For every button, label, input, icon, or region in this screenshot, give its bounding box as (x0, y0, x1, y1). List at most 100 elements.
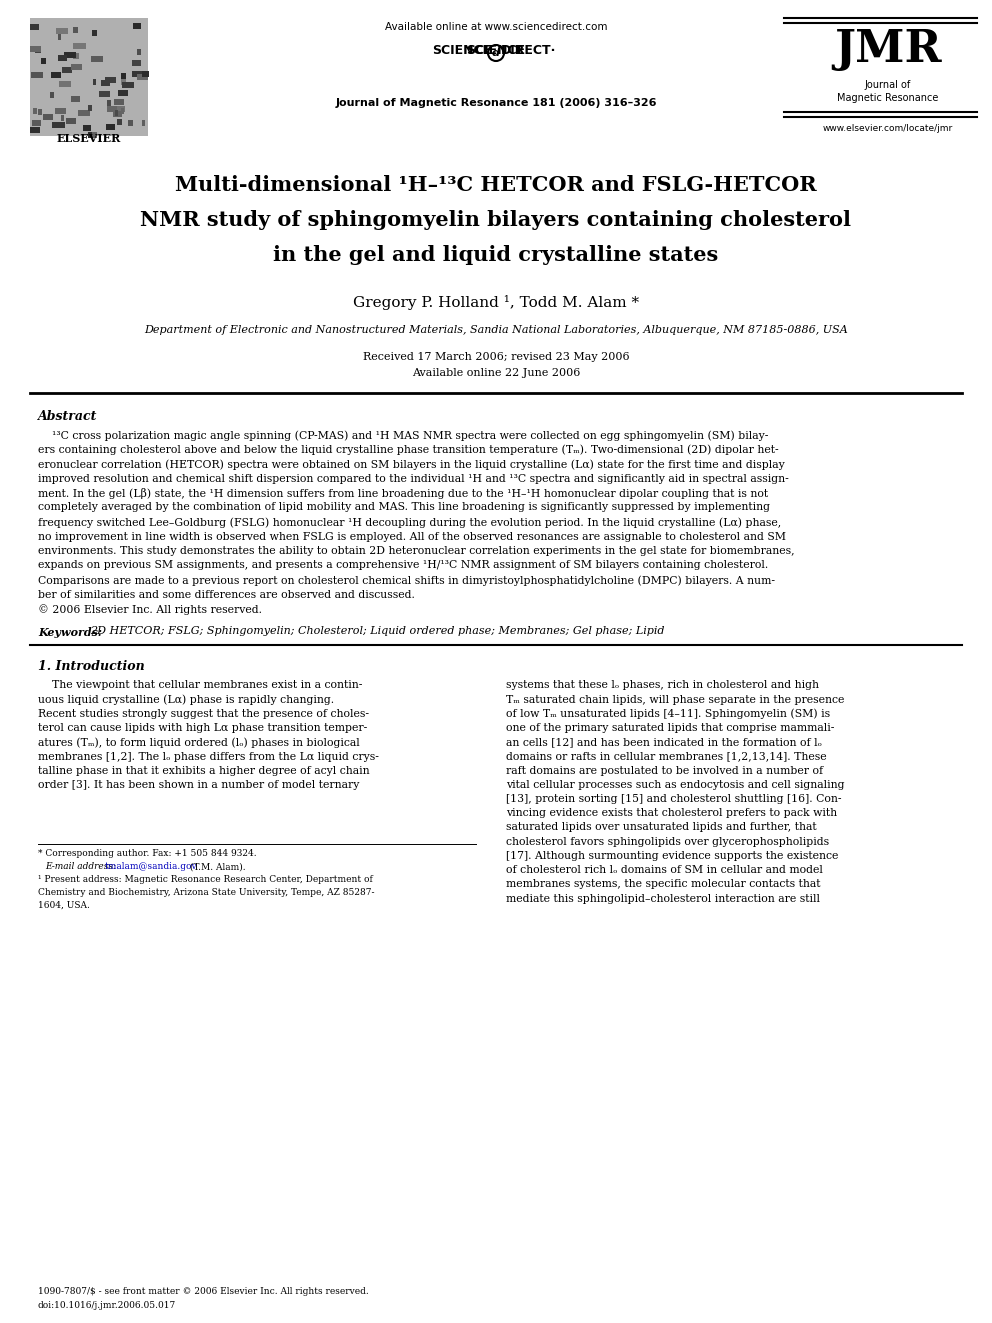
Text: environments. This study demonstrates the ability to obtain 2D heteronuclear cor: environments. This study demonstrates th… (38, 546, 795, 556)
Bar (101, 79, 110, 86)
Text: tmalam@sandia.gov: tmalam@sandia.gov (105, 863, 197, 871)
Text: doi:10.1016/j.jmr.2006.05.017: doi:10.1016/j.jmr.2006.05.017 (38, 1301, 177, 1310)
Text: cholesterol favors sphingolipids over glycerophospholipids: cholesterol favors sphingolipids over gl… (506, 836, 829, 847)
Bar (35, 48, 41, 53)
Bar (137, 74, 148, 79)
Bar (142, 120, 145, 126)
Bar (64, 52, 76, 58)
Text: raft domains are postulated to be involved in a number of: raft domains are postulated to be involv… (506, 766, 823, 775)
Bar (88, 105, 92, 111)
Bar (107, 101, 111, 106)
Text: d: d (492, 48, 500, 58)
Text: SCIENCE: SCIENCE (466, 44, 526, 57)
Text: in the gel and liquid crystalline states: in the gel and liquid crystalline states (274, 245, 718, 265)
Bar (132, 60, 141, 66)
Text: expands on previous SM assignments, and presents a comprehensive ¹H/¹³C NMR assi: expands on previous SM assignments, and … (38, 561, 768, 570)
Text: www.elsevier.com/locate/jmr: www.elsevier.com/locate/jmr (822, 124, 953, 134)
Text: improved resolution and chemical shift dispersion compared to the individual ¹H : improved resolution and chemical shift d… (38, 474, 789, 483)
Text: Comparisons are made to a previous report on cholesterol chemical shifts in dimy: Comparisons are made to a previous repor… (38, 576, 775, 586)
Bar (99, 91, 110, 97)
Text: Chemistry and Biochemistry, Arizona State University, Tempe, AZ 85287-: Chemistry and Biochemistry, Arizona Stat… (38, 888, 375, 897)
Bar (30, 19, 148, 136)
Bar (105, 77, 116, 83)
Bar (56, 28, 68, 34)
Text: JMR: JMR (834, 28, 941, 71)
Text: Journal of Magnetic Resonance 181 (2006) 316–326: Journal of Magnetic Resonance 181 (2006)… (335, 98, 657, 108)
Text: (T.M. Alam).: (T.M. Alam). (187, 863, 246, 871)
Text: DIRECT·: DIRECT· (501, 44, 557, 57)
Text: 1604, USA.: 1604, USA. (38, 901, 90, 910)
Bar (62, 67, 72, 73)
Bar (51, 71, 61, 78)
Bar (38, 108, 42, 115)
Text: ment. In the gel (Lβ) state, the ¹H dimension suffers from line broadening due t: ment. In the gel (Lβ) state, the ¹H dime… (38, 488, 768, 499)
Text: Journal of: Journal of (865, 79, 911, 90)
Text: NMR study of sphingomyelin bilayers containing cholesterol: NMR study of sphingomyelin bilayers cont… (141, 210, 851, 230)
Text: E-mail address:: E-mail address: (45, 863, 116, 871)
Bar (58, 34, 61, 40)
Text: talline phase in that it exhibits a higher degree of acyl chain: talline phase in that it exhibits a high… (38, 766, 370, 775)
Text: terol can cause lipids with high Lα phase transition temper-: terol can cause lipids with high Lα phas… (38, 724, 367, 733)
Bar (50, 93, 54, 98)
Bar (59, 81, 71, 87)
Text: of cholesterol rich lₒ domains of SM in cellular and model: of cholesterol rich lₒ domains of SM in … (506, 865, 823, 875)
Bar (61, 115, 64, 120)
Text: Recent studies strongly suggest that the presence of choles-: Recent studies strongly suggest that the… (38, 709, 369, 718)
Bar (121, 108, 124, 114)
Text: systems that these lₒ phases, rich in cholesterol and high: systems that these lₒ phases, rich in ch… (506, 680, 819, 691)
Text: no improvement in line width is observed when FSLG is employed. All of the obser: no improvement in line width is observed… (38, 532, 786, 541)
Bar (113, 111, 122, 116)
Bar (71, 64, 82, 70)
Text: completely averaged by the combination of lipid mobility and MAS. This line broa: completely averaged by the combination o… (38, 503, 770, 512)
Bar (93, 79, 96, 85)
Bar (137, 49, 141, 56)
Bar (132, 71, 145, 77)
Bar (118, 90, 128, 97)
Bar (91, 132, 97, 138)
Text: [17]. Although surmounting evidence supports the existence: [17]. Although surmounting evidence supp… (506, 851, 838, 861)
Text: Department of Electronic and Nanostructured Materials, Sandia National Laborator: Department of Electronic and Nanostructu… (144, 325, 848, 335)
Text: vital cellular processes such as endocytosis and cell signaling: vital cellular processes such as endocyt… (506, 779, 844, 790)
Bar (133, 22, 141, 29)
Bar (88, 132, 92, 138)
Bar (58, 56, 67, 61)
Text: Multi-dimensional ¹H–¹³C HETCOR and FSLG-HETCOR: Multi-dimensional ¹H–¹³C HETCOR and FSLG… (176, 175, 816, 194)
Text: order [3]. It has been shown in a number of model ternary: order [3]. It has been shown in a number… (38, 779, 359, 790)
Bar (73, 26, 78, 33)
Bar (30, 127, 40, 134)
Text: ¹ Present address: Magnetic Resonance Research Center, Department of: ¹ Present address: Magnetic Resonance Re… (38, 875, 373, 884)
Bar (43, 114, 53, 120)
Text: of low Tₘ unsaturated lipids [4–11]. Sphingomyelin (SM) is: of low Tₘ unsaturated lipids [4–11]. Sph… (506, 709, 830, 720)
Text: Tₘ saturated chain lipids, will phase separate in the presence: Tₘ saturated chain lipids, will phase se… (506, 695, 844, 705)
Text: membranes systems, the specific molecular contacts that: membranes systems, the specific molecula… (506, 880, 820, 889)
Text: 1090-7807/$ - see front matter © 2006 Elsevier Inc. All rights reserved.: 1090-7807/$ - see front matter © 2006 El… (38, 1287, 369, 1297)
Bar (142, 71, 149, 77)
Text: saturated lipids over unsaturated lipids and further, that: saturated lipids over unsaturated lipids… (506, 823, 816, 832)
Bar (83, 124, 91, 131)
Text: ELSEVIER: ELSEVIER (57, 134, 121, 144)
Text: Available online 22 June 2006: Available online 22 June 2006 (412, 368, 580, 378)
Bar (102, 91, 106, 97)
Text: ¹³C cross polarization magic angle spinning (CP-MAS) and ¹H MAS NMR spectra were: ¹³C cross polarization magic angle spinn… (38, 430, 769, 441)
Bar (121, 73, 126, 79)
Bar (41, 58, 46, 64)
Text: Gregory P. Holland ¹, Todd M. Alam *: Gregory P. Holland ¹, Todd M. Alam * (353, 295, 639, 310)
Text: Abstract: Abstract (38, 410, 97, 423)
Text: [13], protein sorting [15] and cholesterol shuttling [16]. Con-: [13], protein sorting [15] and cholester… (506, 794, 841, 804)
Bar (73, 44, 86, 49)
Text: mediate this sphingolipid–cholesterol interaction are still: mediate this sphingolipid–cholesterol in… (506, 893, 820, 904)
Bar (117, 119, 122, 124)
Text: an cells [12] and has been indicated in the formation of lₒ: an cells [12] and has been indicated in … (506, 737, 822, 747)
Text: The viewpoint that cellular membranes exist in a contin-: The viewpoint that cellular membranes ex… (38, 680, 362, 691)
Text: membranes [1,2]. The lₒ phase differs from the Lα liquid crys-: membranes [1,2]. The lₒ phase differs fr… (38, 751, 379, 762)
Bar (91, 56, 103, 62)
Text: SCIENCE: SCIENCE (432, 44, 491, 57)
Bar (112, 106, 125, 112)
Bar (52, 122, 65, 128)
Bar (33, 108, 37, 114)
Bar (92, 30, 97, 36)
Text: vincing evidence exists that cholesterol prefers to pack with: vincing evidence exists that cholesterol… (506, 808, 837, 819)
Text: Available online at www.sciencedirect.com: Available online at www.sciencedirect.co… (385, 22, 607, 32)
Text: domains or rafts in cellular membranes [1,2,13,14]. These: domains or rafts in cellular membranes [… (506, 751, 826, 762)
Bar (32, 120, 41, 126)
